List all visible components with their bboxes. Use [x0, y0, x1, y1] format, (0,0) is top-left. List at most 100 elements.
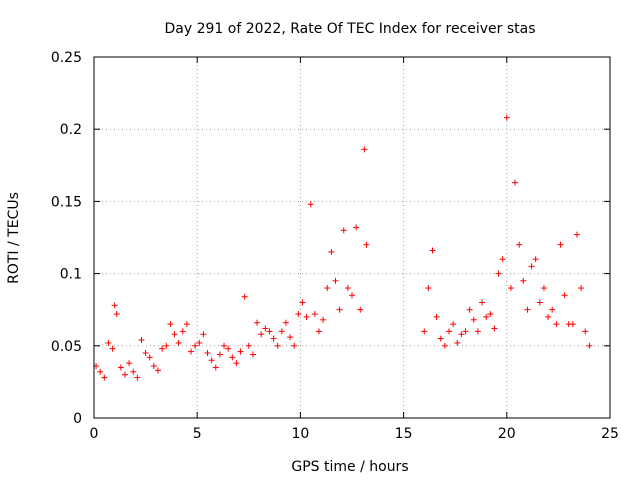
data-point	[200, 331, 207, 338]
data-point	[361, 146, 368, 153]
data-point	[336, 306, 343, 313]
data-point	[466, 306, 473, 313]
data-point	[150, 363, 157, 370]
data-point	[221, 342, 228, 349]
y-axis-title: ROTI / TECUs	[6, 192, 22, 284]
data-point	[126, 360, 133, 367]
y-tick-label: 0.05	[51, 339, 82, 355]
data-point	[557, 241, 564, 248]
data-point	[171, 331, 178, 338]
data-point	[179, 328, 186, 335]
data-point	[349, 292, 355, 299]
data-point	[540, 285, 547, 292]
data-point	[532, 256, 539, 263]
y-tick-label: 0.2	[60, 122, 82, 138]
data-point	[437, 335, 444, 342]
data-point	[487, 311, 494, 318]
data-point	[233, 360, 240, 367]
data-point	[154, 367, 161, 374]
data-point	[340, 227, 347, 234]
data-point	[344, 285, 351, 292]
data-point	[109, 345, 116, 352]
x-tick-label: 25	[601, 426, 619, 442]
data-point	[295, 311, 302, 318]
data-point	[483, 313, 490, 320]
data-point	[183, 321, 190, 328]
data-point	[573, 231, 580, 238]
data-point	[363, 241, 370, 248]
data-point	[212, 364, 219, 371]
data-points	[93, 114, 593, 381]
data-point	[446, 328, 453, 335]
data-point	[105, 339, 112, 346]
data-point	[262, 325, 269, 332]
x-tick-label: 10	[291, 426, 309, 442]
data-point	[97, 368, 104, 375]
data-point	[299, 299, 306, 306]
data-point	[142, 350, 149, 357]
data-point	[503, 114, 510, 121]
y-tick-label: 0	[73, 411, 82, 427]
chart-title: Day 291 of 2022, Rate Of TEC Index for r…	[164, 21, 535, 37]
data-point	[134, 374, 141, 381]
data-point	[357, 306, 364, 313]
data-point	[204, 350, 211, 357]
data-point	[586, 342, 593, 349]
data-point	[499, 256, 506, 263]
data-point	[303, 313, 310, 320]
data-point	[421, 328, 428, 335]
data-point	[237, 348, 244, 355]
data-point	[216, 351, 223, 358]
data-point	[441, 342, 448, 349]
data-point	[159, 345, 166, 352]
data-point	[458, 331, 465, 338]
data-point	[582, 328, 589, 335]
data-point	[229, 354, 236, 361]
data-point	[315, 328, 322, 335]
data-point	[188, 348, 195, 355]
axis-ticks: 0 5 10 15 20 25 0 0.05 0.1 0.15 0.2 0.25	[51, 50, 619, 442]
data-point	[258, 331, 265, 338]
data-point	[307, 201, 314, 208]
data-point	[320, 316, 327, 323]
data-point	[536, 299, 543, 306]
data-point	[163, 342, 170, 349]
data-point	[278, 328, 285, 335]
data-point	[196, 339, 203, 346]
x-axis-title: GPS time / hours	[291, 459, 408, 475]
data-point	[138, 337, 145, 344]
data-point	[528, 263, 535, 270]
data-point	[561, 292, 568, 299]
data-point	[167, 321, 174, 328]
data-point	[270, 335, 277, 342]
data-point	[121, 371, 128, 378]
x-tick-label: 20	[498, 426, 516, 442]
data-point	[516, 241, 523, 248]
data-point	[249, 351, 256, 358]
data-point	[569, 321, 576, 328]
data-point	[553, 321, 560, 328]
data-point	[117, 364, 124, 371]
data-point	[507, 285, 514, 292]
data-point	[111, 302, 118, 309]
data-point	[328, 248, 335, 255]
data-point	[192, 342, 199, 349]
y-tick-label: 0.15	[51, 194, 82, 210]
data-point	[245, 342, 252, 349]
data-point	[495, 270, 502, 277]
data-point	[578, 285, 585, 292]
x-tick-label: 5	[193, 426, 202, 442]
data-point	[429, 247, 436, 254]
data-point	[101, 374, 108, 381]
data-point	[311, 311, 318, 318]
x-tick-label: 0	[90, 426, 99, 442]
data-point	[113, 311, 120, 318]
data-point	[324, 285, 331, 292]
data-point	[520, 277, 527, 284]
data-point	[512, 179, 519, 186]
data-point	[549, 306, 556, 313]
data-point	[462, 328, 469, 335]
data-point	[474, 328, 481, 335]
